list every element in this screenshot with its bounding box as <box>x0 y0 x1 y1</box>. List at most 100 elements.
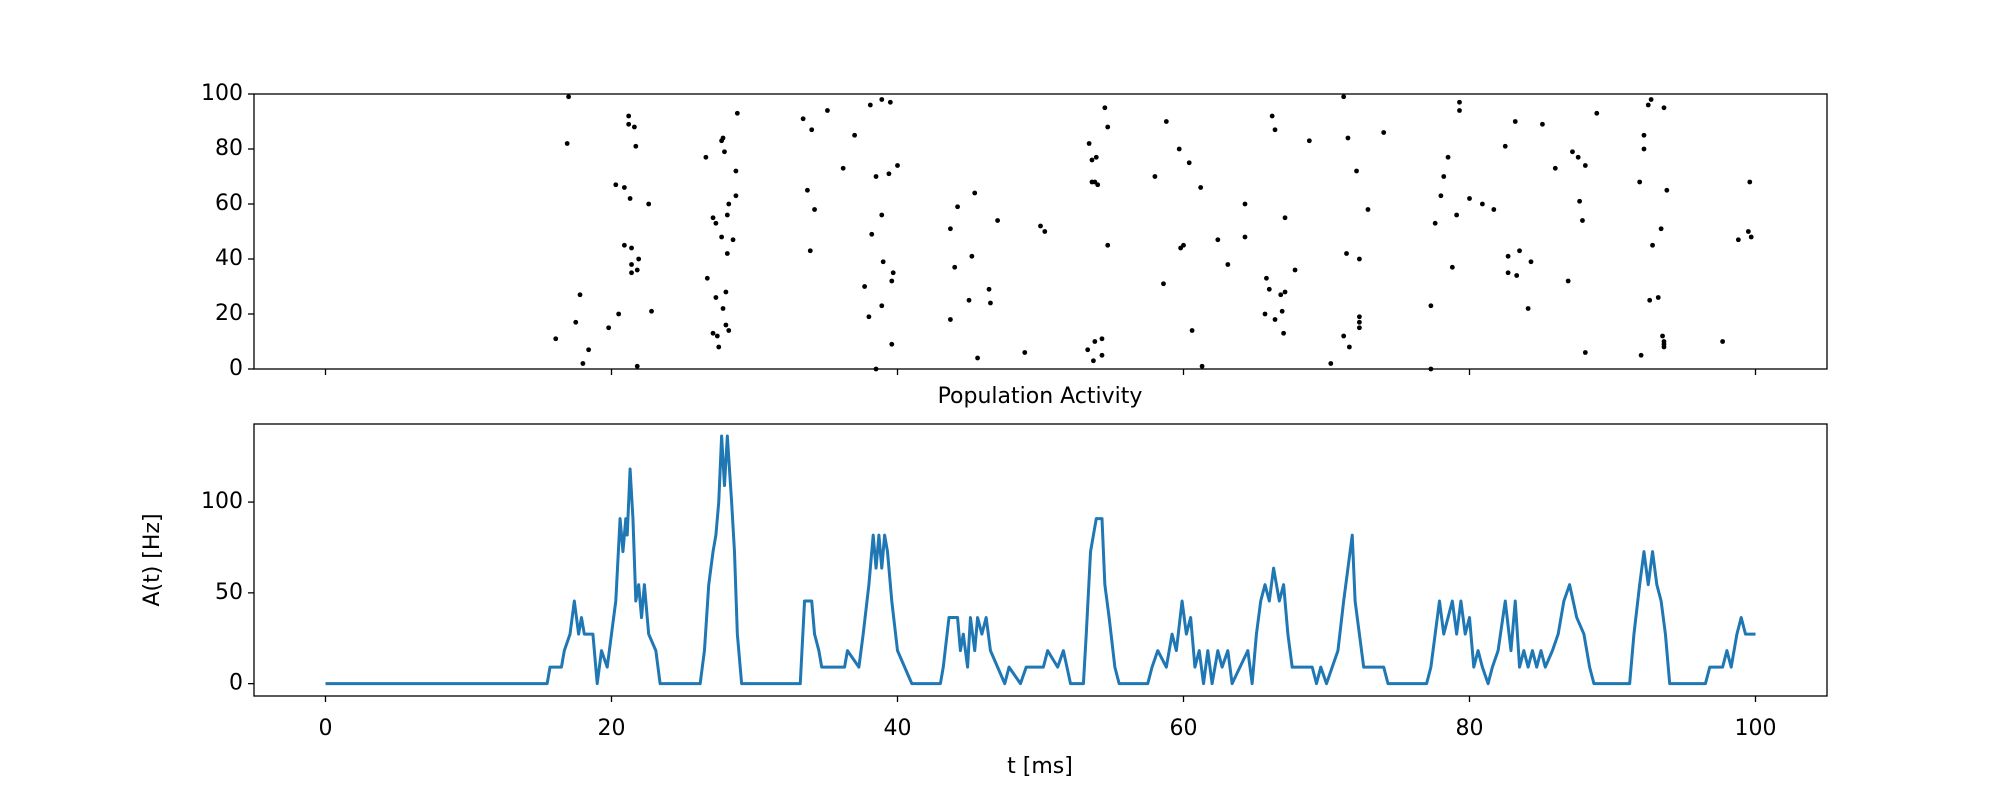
spike <box>852 132 857 138</box>
spike <box>1594 110 1600 116</box>
spike <box>1281 330 1286 336</box>
spike <box>580 361 586 366</box>
spike <box>1502 143 1508 149</box>
spike <box>577 292 583 298</box>
spike <box>1575 154 1581 160</box>
spike <box>1438 193 1444 199</box>
y-tick-label: 50 <box>215 580 243 605</box>
spike <box>634 267 640 273</box>
spike <box>704 275 710 281</box>
spike <box>1344 251 1349 256</box>
spike <box>710 330 716 336</box>
spike <box>1279 308 1285 314</box>
spike <box>1449 264 1455 270</box>
spike <box>606 325 612 331</box>
y-tick-label: 60 <box>215 191 243 216</box>
spike <box>730 237 736 243</box>
y-tick-label: 20 <box>215 301 243 326</box>
spike <box>649 308 654 314</box>
spike <box>889 341 895 347</box>
x-tick-label: 0 <box>319 716 333 741</box>
spike <box>1328 361 1334 366</box>
spike <box>724 251 730 256</box>
spike <box>1341 333 1347 339</box>
spike <box>1225 262 1231 267</box>
spike <box>1341 94 1347 100</box>
spike <box>1505 270 1511 276</box>
spike <box>733 193 739 199</box>
spike <box>1189 328 1195 333</box>
spike <box>1105 124 1111 130</box>
spike <box>710 215 716 221</box>
spike <box>1199 363 1205 369</box>
spike <box>734 110 740 116</box>
spike <box>1661 341 1667 347</box>
spike <box>626 121 632 127</box>
panel-title: Population Activity <box>938 384 1143 409</box>
y-tick-label: 100 <box>201 489 243 514</box>
spike <box>1641 146 1647 152</box>
spike <box>1099 352 1105 358</box>
spike <box>972 190 978 196</box>
spike <box>952 264 958 270</box>
spike <box>1092 339 1098 344</box>
spike <box>1505 253 1511 259</box>
spike <box>800 116 806 122</box>
spike <box>1432 220 1438 226</box>
spike <box>720 306 726 311</box>
spike <box>1655 295 1661 300</box>
spike <box>1354 168 1359 174</box>
activity-line <box>325 434 1756 686</box>
spike <box>1570 149 1575 155</box>
x-tick-label: 100 <box>1735 716 1777 741</box>
spike <box>1381 130 1387 135</box>
spike <box>1042 229 1048 234</box>
spike <box>586 347 592 353</box>
spike <box>1091 358 1096 364</box>
spike <box>1215 237 1221 243</box>
spike <box>629 270 634 276</box>
spike <box>862 284 868 289</box>
x-tick-label: 40 <box>884 716 912 741</box>
spike <box>719 234 725 240</box>
spike <box>1176 146 1182 152</box>
spike <box>1278 292 1284 298</box>
spike <box>1582 163 1588 168</box>
spike <box>621 185 627 190</box>
spike <box>1747 179 1753 185</box>
spike <box>1491 207 1497 212</box>
spike <box>1356 325 1362 331</box>
spike <box>805 187 810 193</box>
spike <box>1582 350 1588 355</box>
spike <box>626 113 632 119</box>
spike <box>713 295 719 300</box>
spike <box>1346 344 1352 350</box>
spike <box>1272 317 1278 322</box>
spike <box>948 226 953 232</box>
spike <box>812 207 817 212</box>
spike <box>1479 201 1485 207</box>
spike <box>895 163 900 168</box>
spike <box>1650 242 1655 248</box>
spike <box>724 212 730 218</box>
spike <box>1664 187 1670 193</box>
spike <box>1306 138 1312 144</box>
spike <box>1282 215 1288 221</box>
spike <box>1365 207 1371 212</box>
spike <box>726 328 732 333</box>
spike <box>613 182 619 188</box>
spike <box>879 303 885 309</box>
y-tick-label: 80 <box>215 136 243 161</box>
spike <box>1457 108 1462 113</box>
spike <box>1095 182 1101 188</box>
spike <box>1356 319 1362 325</box>
spike <box>703 154 709 160</box>
spike <box>1152 174 1158 179</box>
spike <box>733 168 739 174</box>
spike <box>880 259 886 265</box>
spike <box>1022 350 1028 355</box>
spike <box>1540 121 1545 127</box>
spike <box>886 171 892 177</box>
